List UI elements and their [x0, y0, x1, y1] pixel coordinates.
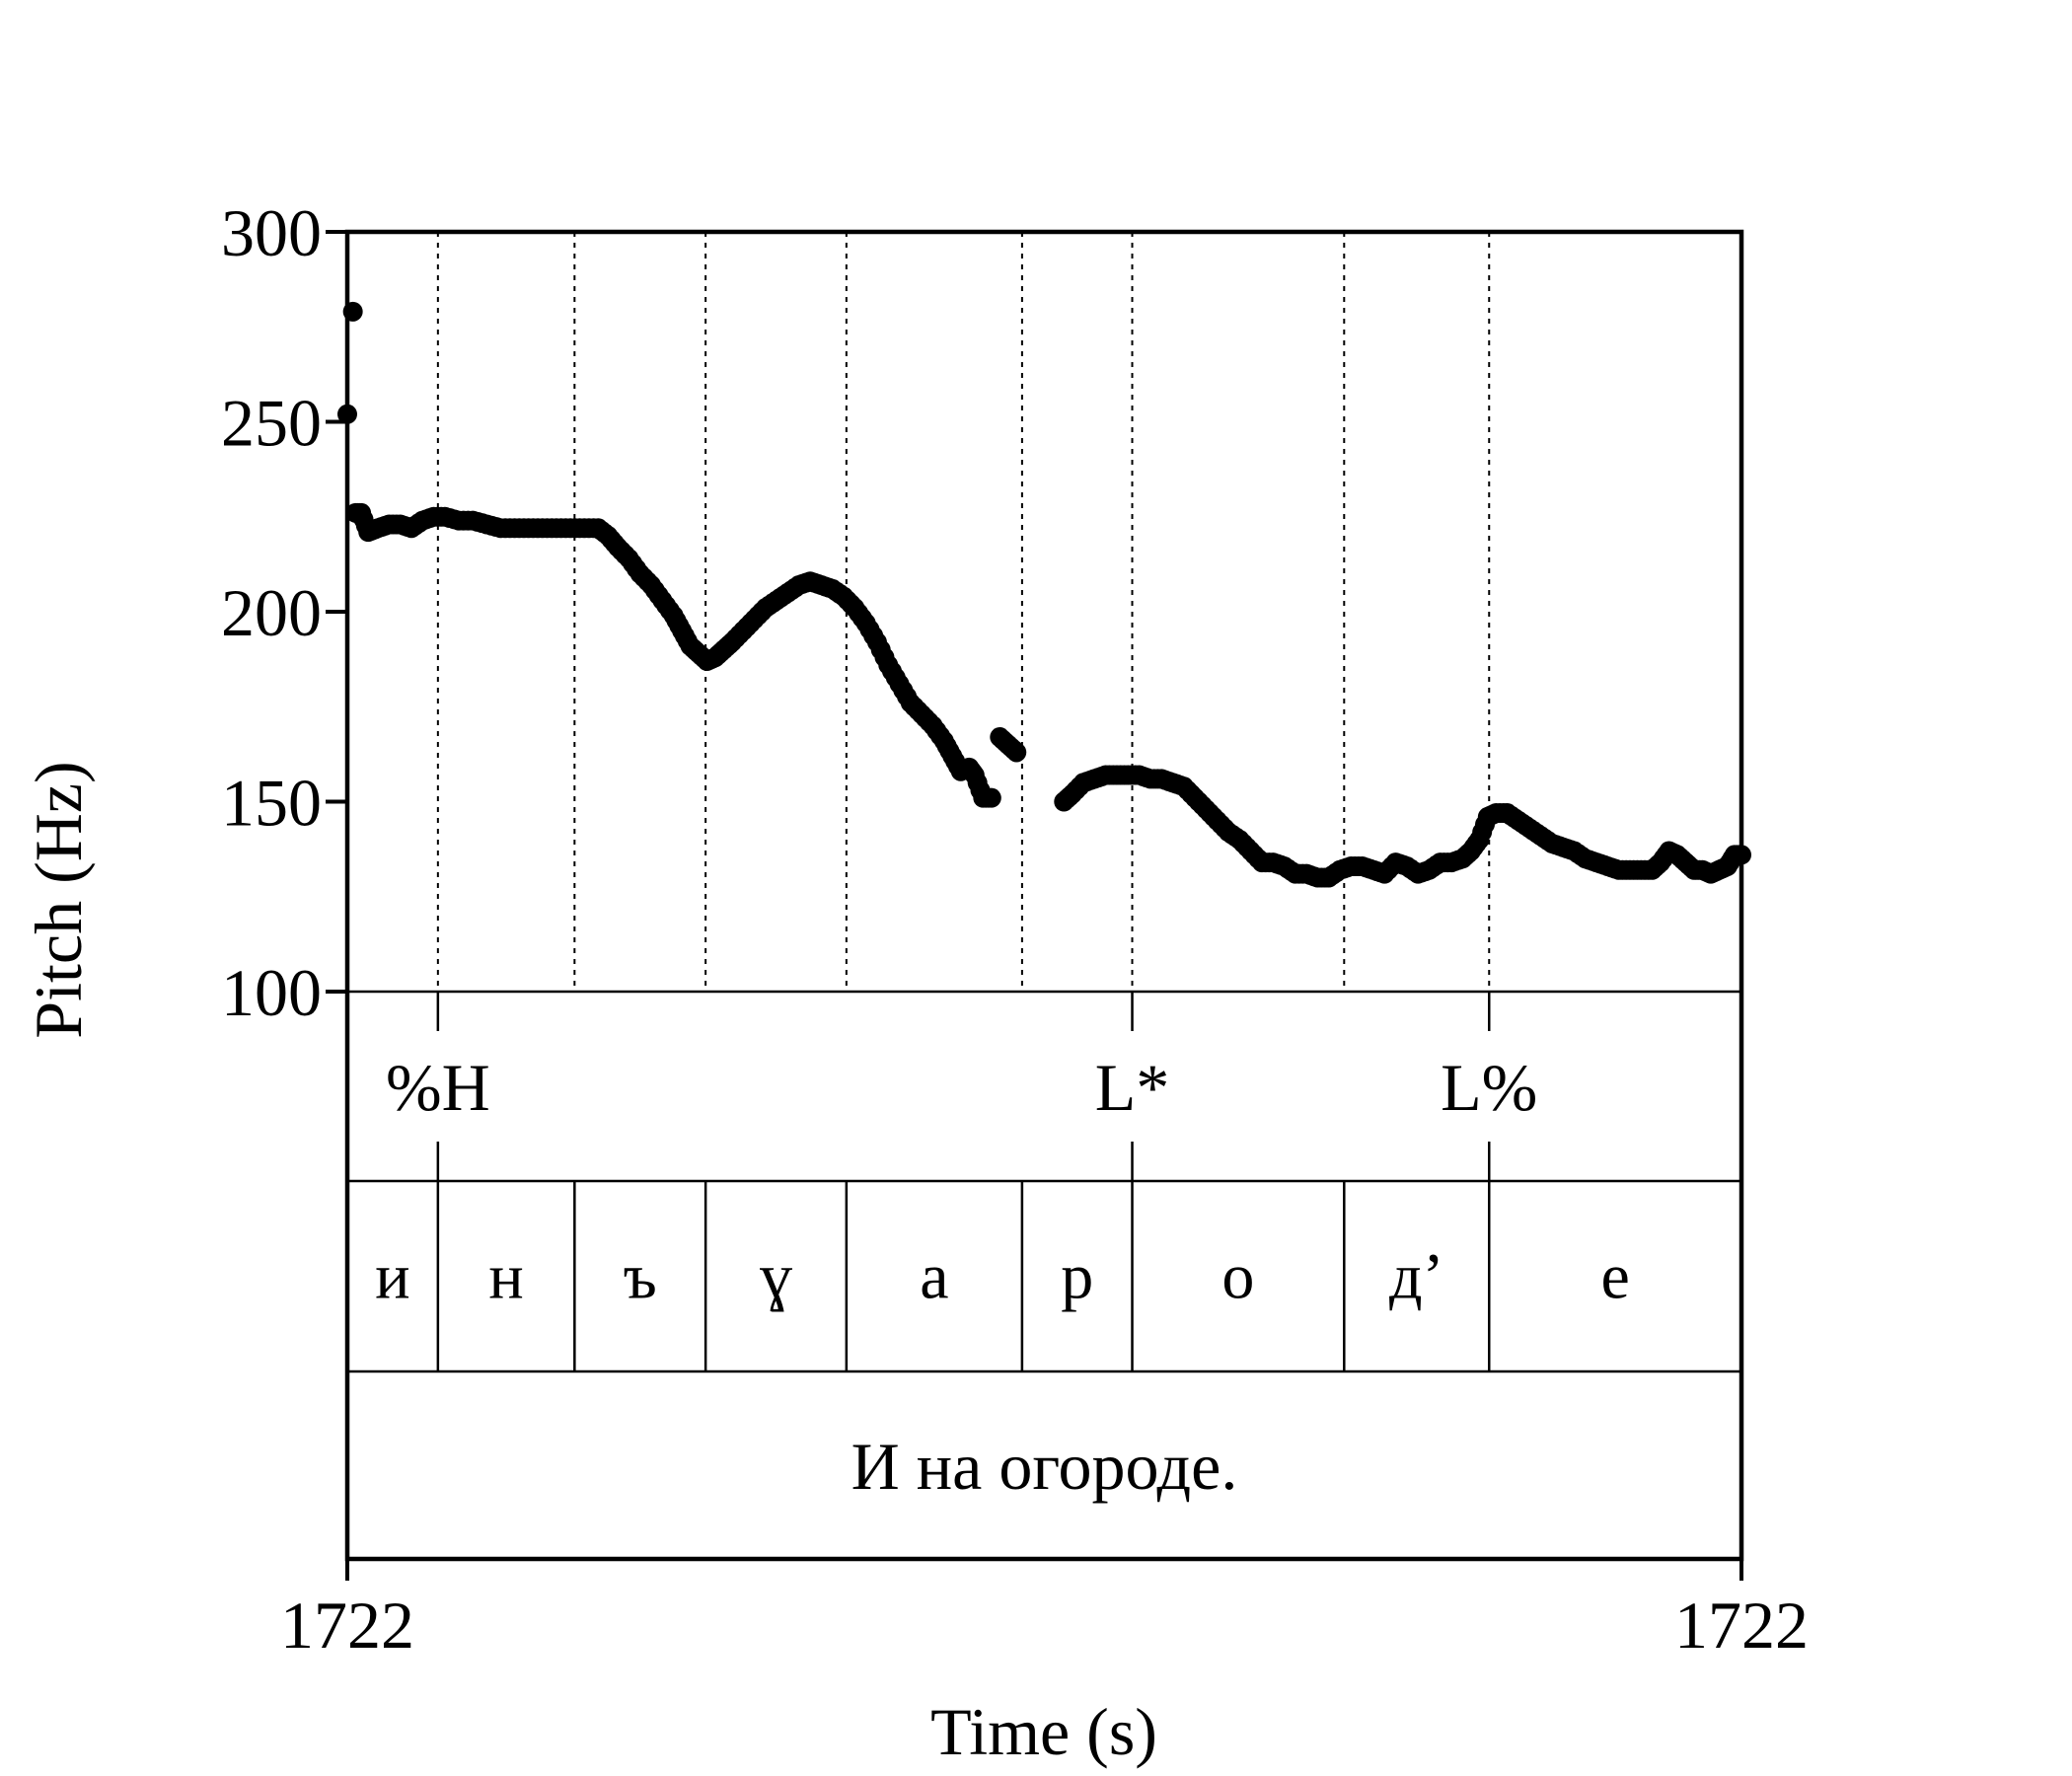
pitch-point [981, 787, 1001, 808]
tone-label: %H [386, 1050, 490, 1125]
plot-frame [344, 229, 1744, 1562]
pitch-points [337, 301, 1751, 888]
sentence-label: И на огороде. [851, 1429, 1238, 1504]
tone-label: L% [1441, 1050, 1537, 1125]
x-tick-label: 1722 [1674, 1588, 1809, 1663]
annotation-tiers: %H L* L% и н ъ ɣ а р о д’ е И на огороде. [347, 990, 1741, 1504]
x-axis-label: Time (s) [930, 1694, 1157, 1769]
y-tick-label: 300 [221, 195, 322, 270]
phone-label: и [375, 1241, 409, 1313]
phone-label: а [920, 1241, 948, 1313]
y-tick-label: 200 [221, 575, 322, 650]
phone-label: ъ [624, 1241, 657, 1313]
y-tick-label: 150 [221, 766, 322, 841]
axes: Pitch (Hz) Time (s) 300 250 200 150 100 1722 1… [21, 195, 1809, 1769]
phone-label: н [488, 1241, 523, 1313]
y-tick-label: 250 [221, 386, 322, 461]
phone-label: е [1600, 1241, 1629, 1313]
phone-label: о [1221, 1241, 1254, 1313]
pitch-point [1006, 742, 1027, 763]
x-tick-label: 1722 [280, 1588, 414, 1663]
phone-label: р [1061, 1241, 1093, 1313]
phone-label: ɣ [760, 1241, 792, 1313]
y-axis-label: Pitch (Hz) [21, 761, 96, 1038]
phone-label: д’ [1389, 1241, 1444, 1313]
frame-rect [344, 229, 1744, 1562]
tone-label: L* [1095, 1050, 1170, 1125]
y-tick-label: 100 [221, 955, 322, 1030]
